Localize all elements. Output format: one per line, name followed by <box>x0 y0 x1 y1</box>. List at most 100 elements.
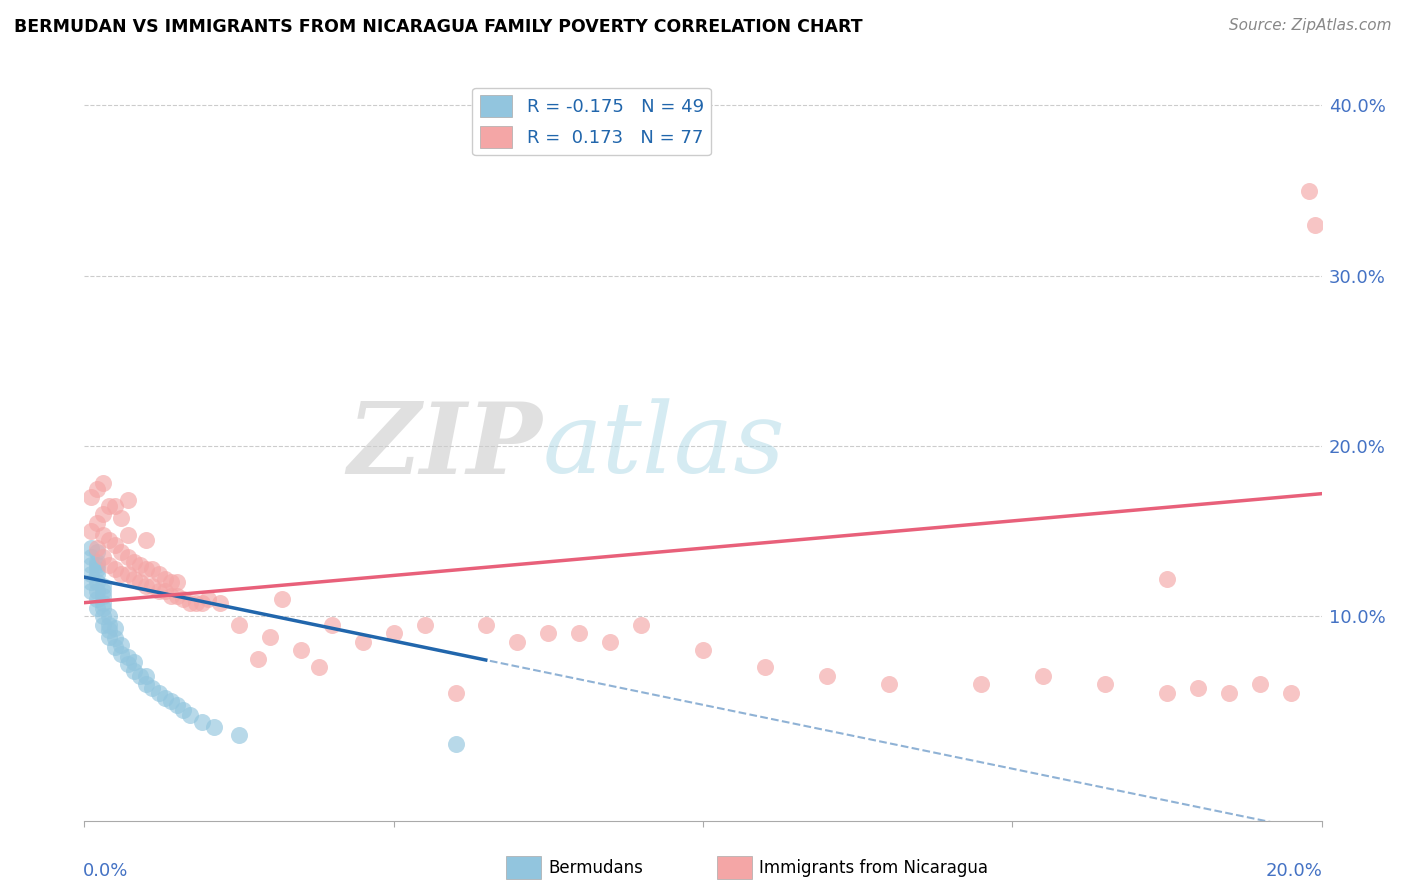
Point <box>191 714 214 729</box>
Point <box>129 575 152 590</box>
Point <box>86 583 108 598</box>
Point <box>104 561 127 575</box>
Point <box>86 566 108 581</box>
Point <box>86 592 108 607</box>
Point <box>1032 669 1054 683</box>
Point <box>104 499 127 513</box>
Point <box>815 669 838 683</box>
Point <box>228 617 250 632</box>
Point <box>104 621 127 635</box>
Point <box>86 555 108 569</box>
Point <box>271 592 294 607</box>
Point <box>754 660 776 674</box>
Point <box>191 596 214 610</box>
Point <box>970 677 993 691</box>
Point <box>382 626 405 640</box>
Legend: R = -0.175   N = 49, R =  0.173   N = 77: R = -0.175 N = 49, R = 0.173 N = 77 <box>472 88 711 155</box>
Point <box>91 549 114 564</box>
Point <box>166 589 188 603</box>
Point <box>166 698 188 712</box>
Point <box>104 640 127 654</box>
Point <box>117 527 139 541</box>
Point <box>79 490 101 504</box>
Point <box>98 630 121 644</box>
Point <box>413 617 436 632</box>
Point <box>537 626 560 640</box>
Text: Source: ZipAtlas.com: Source: ZipAtlas.com <box>1229 18 1392 33</box>
Text: 0.0%: 0.0% <box>83 862 128 880</box>
Point <box>172 703 194 717</box>
Point <box>1305 218 1327 232</box>
Point <box>98 623 121 637</box>
Text: atlas: atlas <box>543 399 785 493</box>
Point <box>160 589 183 603</box>
Point <box>117 650 139 665</box>
Point <box>135 561 157 575</box>
Point <box>568 626 591 640</box>
Point <box>79 541 101 556</box>
Point <box>86 541 108 556</box>
Point <box>1249 677 1271 691</box>
Point <box>86 544 108 558</box>
Point <box>135 533 157 547</box>
Point <box>148 583 170 598</box>
Point <box>98 609 121 624</box>
Text: 20.0%: 20.0% <box>1265 862 1323 880</box>
Point <box>135 669 157 683</box>
Point <box>166 575 188 590</box>
Point <box>630 617 652 632</box>
Point <box>172 592 194 607</box>
Point <box>153 691 176 706</box>
Point <box>444 737 467 751</box>
Point <box>135 579 157 593</box>
Point <box>91 600 114 615</box>
Point <box>110 510 132 524</box>
Point <box>153 583 176 598</box>
Point <box>91 527 114 541</box>
Point <box>79 583 101 598</box>
Point <box>98 533 121 547</box>
Point <box>141 561 163 575</box>
Point <box>122 555 145 569</box>
Point <box>160 575 183 590</box>
Point <box>246 652 269 666</box>
Point <box>79 566 101 581</box>
Point <box>117 493 139 508</box>
Point <box>91 507 114 521</box>
Point <box>1094 677 1116 691</box>
Point <box>1156 572 1178 586</box>
Point <box>141 579 163 593</box>
Point <box>599 635 621 649</box>
Point <box>91 579 114 593</box>
Point <box>117 657 139 671</box>
Point <box>197 592 219 607</box>
Point <box>98 558 121 573</box>
Point <box>444 686 467 700</box>
Point <box>129 558 152 573</box>
Point <box>91 596 114 610</box>
Point <box>1218 686 1240 700</box>
Point <box>91 617 114 632</box>
Point <box>86 600 108 615</box>
Point <box>1298 184 1320 198</box>
Text: BERMUDAN VS IMMIGRANTS FROM NICARAGUA FAMILY POVERTY CORRELATION CHART: BERMUDAN VS IMMIGRANTS FROM NICARAGUA FA… <box>14 18 863 36</box>
Point <box>1156 686 1178 700</box>
Point <box>228 729 250 743</box>
Point <box>122 572 145 586</box>
Point <box>475 617 498 632</box>
Point <box>110 566 132 581</box>
Point <box>117 549 139 564</box>
Point <box>86 516 108 530</box>
Point <box>91 609 114 624</box>
Point <box>352 635 374 649</box>
Point <box>179 596 201 610</box>
Point <box>86 561 108 575</box>
Point <box>98 499 121 513</box>
Point <box>506 635 529 649</box>
Point <box>202 720 225 734</box>
Text: Bermudans: Bermudans <box>548 859 643 877</box>
Point <box>141 681 163 695</box>
Point <box>91 583 114 598</box>
Point <box>179 708 201 723</box>
Point <box>91 476 114 491</box>
